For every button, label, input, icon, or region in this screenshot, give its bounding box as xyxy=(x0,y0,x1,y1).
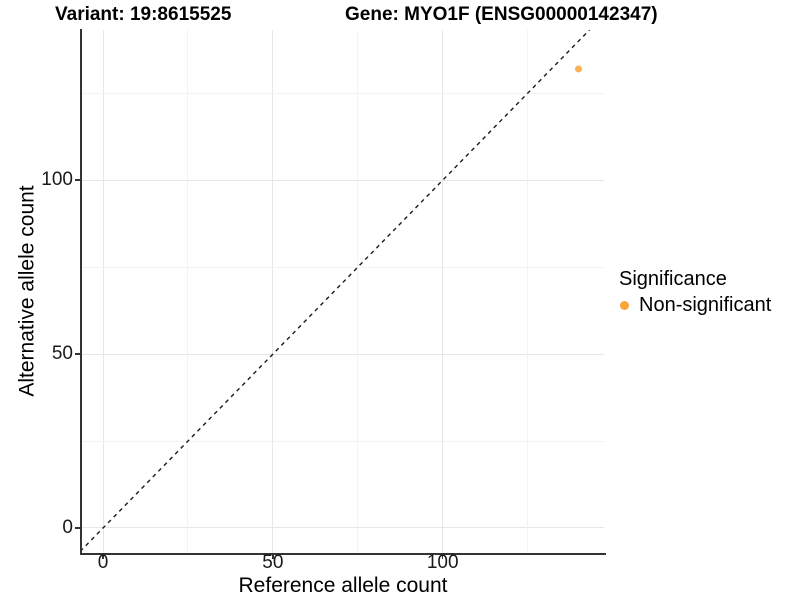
x-tick-label: 50 xyxy=(262,552,284,573)
y-gridline xyxy=(81,440,604,442)
x-axis-title: Reference allele count xyxy=(238,574,448,597)
x-gridline xyxy=(527,30,529,553)
legend: Significance Non-significant xyxy=(619,268,771,316)
y-tick-mark xyxy=(75,353,80,355)
y-axis-title: Alternative allele count xyxy=(15,185,39,397)
y-tick-mark xyxy=(75,527,80,529)
y-gridline xyxy=(81,179,604,181)
gene-title: Gene: MYO1F (ENSG00000142347) xyxy=(345,4,658,25)
data-point xyxy=(575,65,583,73)
x-gridline xyxy=(357,30,359,553)
y-gridline xyxy=(81,92,604,94)
y-gridline xyxy=(81,266,604,268)
y-tick-mark xyxy=(75,179,80,181)
x-gridline xyxy=(442,30,444,553)
y-tick-label: 50 xyxy=(51,343,73,365)
legend-item-label: Non-significant xyxy=(639,294,772,316)
plot-area-svg xyxy=(81,30,591,552)
y-axis-line xyxy=(80,29,82,554)
identity-dashed-line xyxy=(81,30,591,552)
legend-item-non-significant: Non-significant xyxy=(619,295,771,316)
x-tick-mark xyxy=(441,554,444,559)
x-tick-mark xyxy=(272,554,274,559)
x-tick-label: 100 xyxy=(426,552,459,573)
x-gridline xyxy=(272,30,274,553)
y-tick-label: 0 xyxy=(62,516,73,538)
x-axis-line xyxy=(80,553,606,555)
plot-panel xyxy=(81,30,604,553)
variant-title: Variant: 19:8615525 xyxy=(55,4,232,25)
legend-point-icon xyxy=(620,301,629,310)
x-tick-mark xyxy=(102,554,104,559)
x-tick-label: 0 xyxy=(97,552,109,573)
y-gridline xyxy=(81,353,604,355)
legend-title: Significance xyxy=(619,268,727,290)
x-gridline xyxy=(187,30,189,553)
y-gridline xyxy=(81,527,604,529)
y-tick-label: 100 xyxy=(41,169,73,191)
x-gridline xyxy=(102,30,104,553)
